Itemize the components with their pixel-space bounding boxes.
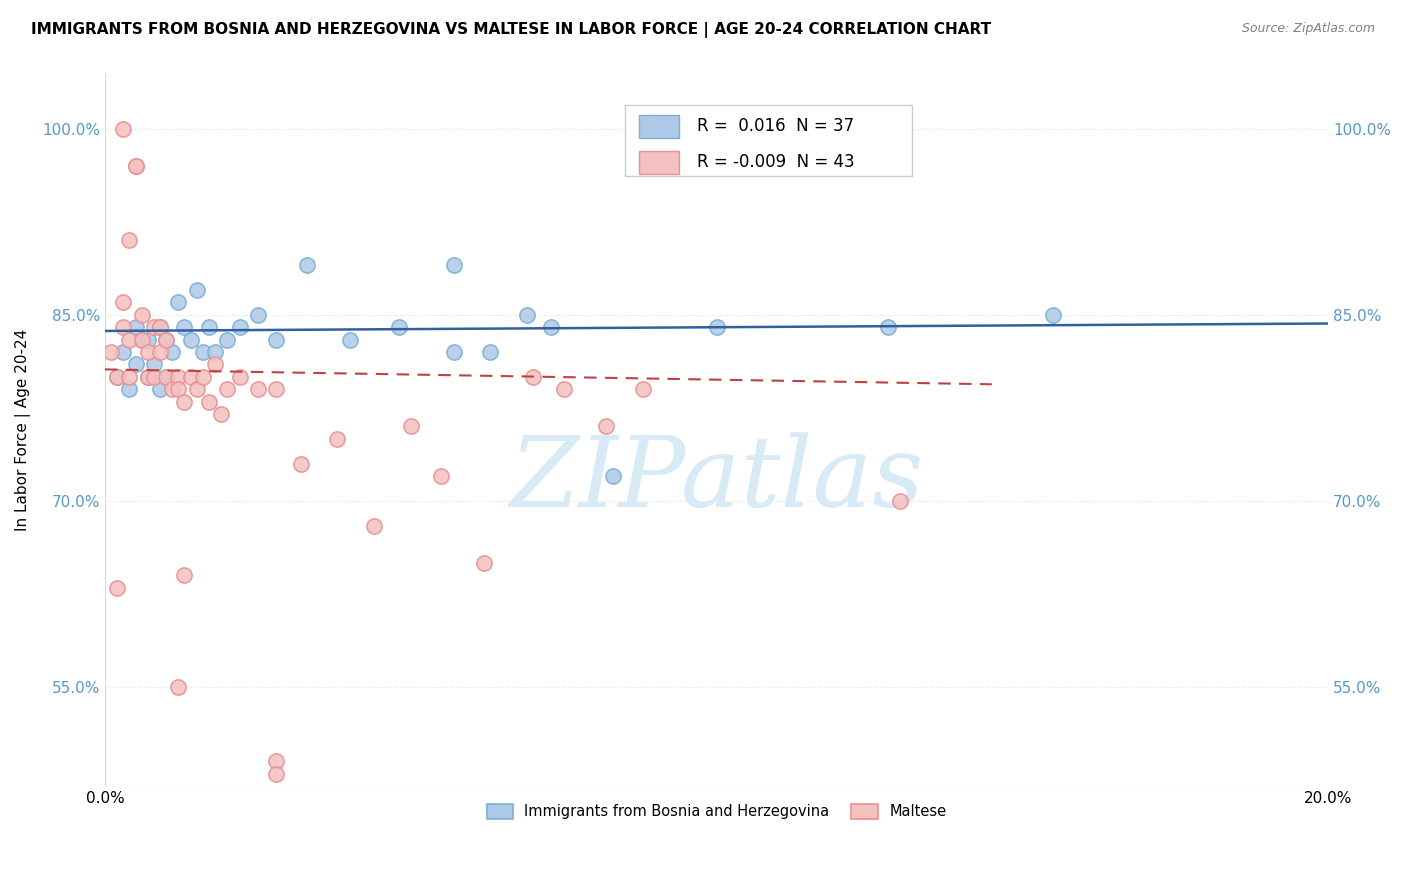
Point xyxy=(136,345,159,359)
Text: IMMIGRANTS FROM BOSNIA AND HERZEGOVINA VS MALTESE IN LABOR FORCE | AGE 20-24 COR: IMMIGRANTS FROM BOSNIA AND HERZEGOVINA V… xyxy=(31,22,991,38)
Point xyxy=(228,320,250,334)
Point xyxy=(180,333,202,347)
Point xyxy=(136,369,159,384)
Point xyxy=(443,258,465,272)
Point xyxy=(264,382,287,396)
Point xyxy=(295,258,318,272)
Point xyxy=(105,369,128,384)
Point xyxy=(326,432,349,446)
Point xyxy=(142,358,165,372)
Point xyxy=(399,419,422,434)
Point xyxy=(131,308,153,322)
Point xyxy=(124,320,146,334)
Point xyxy=(118,369,141,384)
Point xyxy=(149,345,172,359)
Point xyxy=(155,333,177,347)
Point xyxy=(387,320,409,334)
Point xyxy=(522,369,544,384)
Point xyxy=(186,283,208,297)
Point xyxy=(876,320,898,334)
Point xyxy=(191,345,214,359)
Point xyxy=(472,556,495,570)
Point xyxy=(162,345,184,359)
Point xyxy=(246,308,269,322)
Point xyxy=(602,469,624,483)
Point xyxy=(155,333,177,347)
Point xyxy=(167,382,190,396)
Point xyxy=(112,295,135,310)
Point xyxy=(155,369,177,384)
Text: Source: ZipAtlas.com: Source: ZipAtlas.com xyxy=(1241,22,1375,36)
Legend: Immigrants from Bosnia and Herzegovina, Maltese: Immigrants from Bosnia and Herzegovina, … xyxy=(481,798,952,825)
Point xyxy=(706,320,728,334)
Point xyxy=(167,369,190,384)
Y-axis label: In Labor Force | Age 20-24: In Labor Force | Age 20-24 xyxy=(15,328,31,531)
Point xyxy=(124,159,146,173)
Bar xyxy=(640,151,679,174)
Point xyxy=(264,766,287,780)
Point xyxy=(246,382,269,396)
Point xyxy=(443,345,465,359)
Point xyxy=(889,494,911,508)
Point xyxy=(264,754,287,768)
Point xyxy=(131,333,153,347)
Point xyxy=(540,320,562,334)
Point xyxy=(118,333,141,347)
Text: ZIPatlas: ZIPatlas xyxy=(509,432,924,527)
Point xyxy=(100,345,122,359)
Point xyxy=(217,333,239,347)
Bar xyxy=(640,115,679,138)
Point xyxy=(290,457,312,471)
Point xyxy=(131,333,153,347)
Point xyxy=(167,295,190,310)
Point xyxy=(264,333,287,347)
Point xyxy=(173,394,195,409)
Point xyxy=(198,320,221,334)
Point xyxy=(162,382,184,396)
Point xyxy=(142,369,165,384)
Point xyxy=(595,419,617,434)
Point xyxy=(142,320,165,334)
Point xyxy=(112,320,135,334)
Point xyxy=(173,320,195,334)
Point xyxy=(631,382,654,396)
Point xyxy=(553,382,575,396)
Text: R = -0.009  N = 43: R = -0.009 N = 43 xyxy=(697,153,855,171)
Point xyxy=(136,369,159,384)
Point xyxy=(112,345,135,359)
Point xyxy=(173,568,195,582)
Point xyxy=(105,369,128,384)
Point xyxy=(124,358,146,372)
Point xyxy=(516,308,538,322)
Point xyxy=(204,345,226,359)
Point xyxy=(149,320,172,334)
Point xyxy=(204,358,226,372)
Point xyxy=(363,518,385,533)
Point xyxy=(209,407,232,421)
Point xyxy=(479,345,502,359)
Point xyxy=(149,382,172,396)
Point xyxy=(198,394,221,409)
Point xyxy=(118,234,141,248)
Point xyxy=(186,382,208,396)
Text: R =  0.016  N = 37: R = 0.016 N = 37 xyxy=(697,118,853,136)
Point xyxy=(118,382,141,396)
Point xyxy=(339,333,361,347)
Point xyxy=(167,680,190,694)
Point xyxy=(430,469,453,483)
Point xyxy=(217,382,239,396)
Point xyxy=(228,369,250,384)
Point xyxy=(191,369,214,384)
Point xyxy=(155,369,177,384)
Point xyxy=(136,333,159,347)
Point xyxy=(112,121,135,136)
FancyBboxPatch shape xyxy=(624,105,912,177)
Point xyxy=(1042,308,1064,322)
Point xyxy=(124,159,146,173)
Point xyxy=(180,369,202,384)
Point xyxy=(149,320,172,334)
Point xyxy=(105,581,128,595)
